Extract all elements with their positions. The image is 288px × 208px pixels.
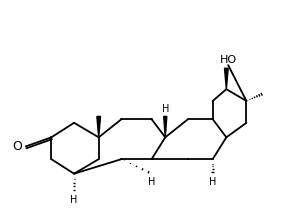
Text: H: H [70,195,78,205]
Text: HO: HO [220,55,237,65]
Polygon shape [97,116,101,137]
Polygon shape [225,68,228,89]
Text: H: H [209,177,216,187]
Polygon shape [164,116,167,137]
Text: H: H [162,104,169,114]
Text: O: O [13,140,23,153]
Text: H: H [148,177,155,187]
